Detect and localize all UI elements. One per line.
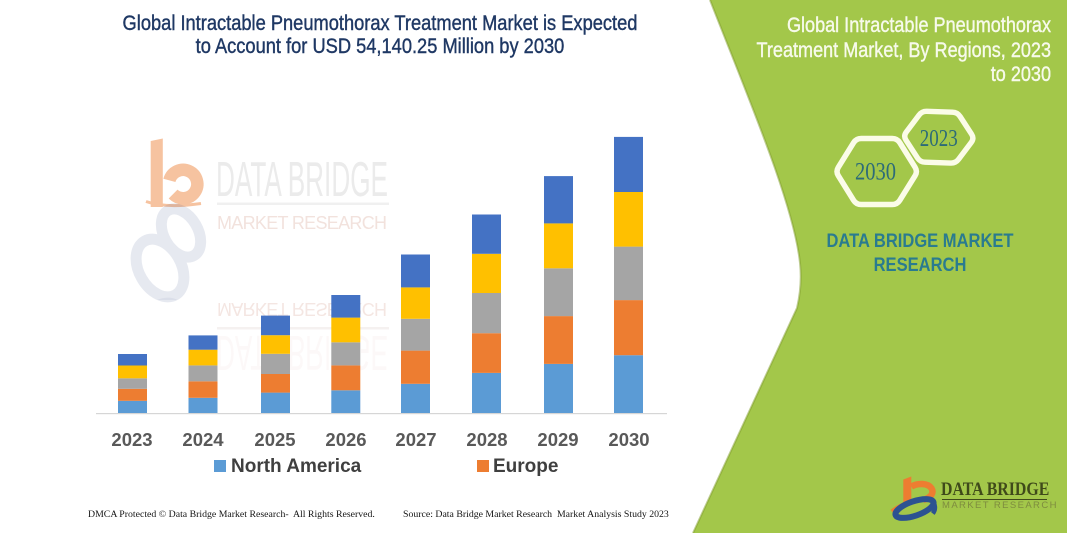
svg-text:2030: 2030 [855,159,896,186]
svg-text:MARKET RESEARCH: MARKET RESEARCH [217,213,387,233]
svg-text:DATA BRIDGE: DATA BRIDGE [216,325,388,379]
svg-text:2023: 2023 [920,126,958,152]
svg-text:DATA BRIDGE: DATA BRIDGE [216,153,388,207]
svg-text:MARKET RESEARCH: MARKET RESEARCH [217,299,387,319]
